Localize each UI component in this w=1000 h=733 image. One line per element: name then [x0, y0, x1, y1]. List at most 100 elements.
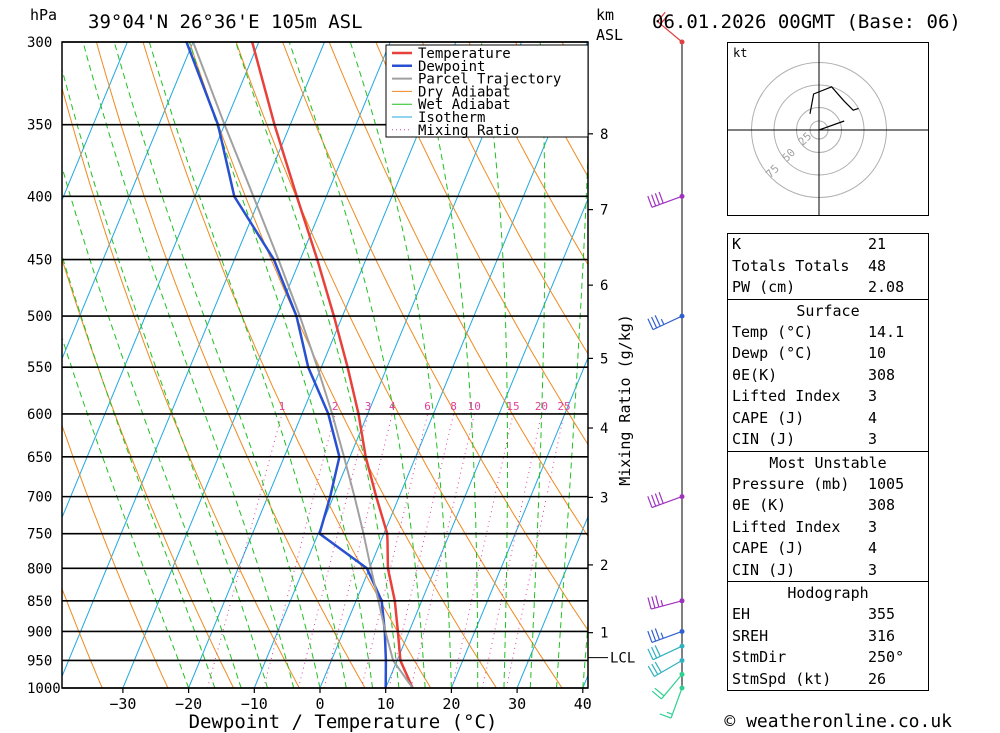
- x-tick-label: 40: [574, 695, 592, 713]
- isotherm-line: [122, 42, 391, 688]
- wet-adiabat-line: [480, 42, 508, 688]
- wet-adiabat-line: [62, 165, 242, 688]
- row-surface-dewp: Dewp (°C) 10: [728, 343, 928, 365]
- dry-adiabat-line: [282, 42, 588, 632]
- wind-barb: [657, 11, 685, 45]
- row-mu-li: Lifted Index 3: [728, 517, 928, 539]
- isotherm-line: [516, 515, 588, 688]
- value-mu-cin: 3: [868, 560, 878, 579]
- row-k: K 21: [728, 234, 928, 256]
- row-mu-cape: CAPE (J) 4: [728, 538, 928, 560]
- value-k: 21: [868, 235, 887, 253]
- wind-barb: [647, 595, 685, 610]
- footer-credit: © weatheronline.co.uk: [724, 711, 952, 732]
- x-tick-label: −30: [109, 695, 136, 713]
- pressure-tick-label: 800: [27, 561, 52, 577]
- isotherm-line: [385, 197, 588, 688]
- legend-label: Temperature: [418, 46, 511, 62]
- label-surface-temp: Temp (°C): [732, 322, 814, 341]
- row-totals: Totals Totals 48: [728, 256, 928, 278]
- surface-title: Surface: [728, 298, 928, 322]
- pressure-tick-label: 850: [27, 594, 52, 610]
- km-tick-label: 2: [600, 558, 608, 574]
- label-surface-cape: CAPE (J): [732, 408, 805, 427]
- legend-label: Dewpoint: [418, 59, 485, 75]
- mixing-ratio-label: 1: [279, 400, 286, 413]
- mixing-ratio-label: 6: [424, 400, 431, 413]
- x-tick-label: 0: [315, 695, 324, 713]
- isotherm-line: [450, 356, 588, 688]
- row-stmdir: StmDir 250°: [728, 647, 928, 669]
- value-stmdir: 250°: [868, 648, 905, 666]
- label-mu-thetae: θE (K): [732, 496, 787, 514]
- most-unstable-title: Most Unstable: [728, 450, 928, 474]
- km-tick-label: 7: [600, 203, 608, 219]
- mixing-ratio-label: 10: [468, 400, 481, 413]
- mixing-ratio-label: 4: [389, 400, 396, 413]
- legend-label: Mixing Ratio: [418, 123, 519, 139]
- value-surface-dewp: 10: [868, 344, 887, 362]
- wet-adiabat-line: [188, 42, 374, 688]
- wind-barb: [647, 191, 685, 208]
- temperature-line: [250, 42, 414, 688]
- mixing-ratio-line: [388, 413, 455, 688]
- label-mu-pressure: Pressure (mb): [732, 474, 850, 493]
- value-mu-thetae: 308: [868, 496, 896, 514]
- pressure-tick-label: 650: [27, 450, 52, 466]
- label-surface-li: Lifted Index: [732, 387, 841, 405]
- lcl-label: LCL: [610, 651, 635, 667]
- mixing-ratio-label: 20: [535, 400, 548, 413]
- value-mu-pressure: 1005: [868, 474, 905, 493]
- pressure-tick-label: 450: [27, 253, 52, 269]
- value-pw: 2.08: [868, 278, 905, 296]
- legend-label: Dry Adiabat: [418, 84, 511, 100]
- height-unit-asl: ASL: [596, 26, 623, 44]
- mixing-ratio-line: [410, 413, 475, 688]
- mixing-ratio-line: [481, 413, 542, 688]
- pressure-tick-label: 900: [27, 624, 52, 640]
- value-stmspd: 26: [868, 669, 887, 688]
- pressure-tick-label: 350: [27, 118, 52, 134]
- value-surface-temp: 14.1: [868, 322, 905, 341]
- mixing-ratio-label: 15: [506, 400, 519, 413]
- row-sreh: SREH 316: [728, 626, 928, 648]
- hodograph-ring-label: 50: [780, 146, 799, 165]
- isotherm-line: [62, 42, 128, 202]
- pressure-tick-label: 550: [27, 360, 52, 376]
- wind-barb: [647, 628, 685, 643]
- hodograph-unit: kt: [733, 46, 747, 60]
- pressure-tick-label: 1000: [27, 681, 61, 697]
- wet-adiabat-line: [148, 42, 347, 688]
- dry-adiabat-line: [235, 42, 563, 688]
- wind-barb: [647, 643, 685, 661]
- mixing-ratio-label: 3: [365, 400, 372, 413]
- row-surface-thetae: θE(K) 308: [728, 365, 928, 387]
- row-mu-thetae: θE (K) 308: [728, 495, 928, 517]
- mixing-ratio-line: [505, 413, 565, 688]
- wet-adiabat-line: [62, 336, 190, 688]
- hodograph-storm-motion: [818, 120, 845, 131]
- label-mu-cin: CIN (J): [732, 560, 796, 579]
- isotherm-line: [62, 42, 325, 678]
- row-surface-cin: CIN (J) 3: [728, 429, 928, 451]
- plot-frame: [61, 41, 589, 689]
- x-tick-label: 10: [377, 695, 395, 713]
- x-tick-label: −10: [241, 695, 268, 713]
- wet-adiabat-line: [288, 42, 426, 688]
- row-eh: EH 355: [728, 604, 928, 626]
- pressure-tick-label: 600: [27, 407, 52, 423]
- label-mu-cape: CAPE (J): [732, 539, 805, 557]
- label-sreh: SREH: [732, 626, 769, 645]
- dry-adiabat-line: [62, 423, 169, 688]
- pressure-tick-label: 700: [27, 490, 52, 506]
- x-tick-label: 30: [508, 695, 526, 713]
- dry-adiabat-line: [981, 42, 1000, 688]
- row-stmspd: StmSpd (kt) 26: [728, 669, 928, 691]
- isotherm-line: [319, 42, 588, 688]
- km-tick-label: 5: [600, 351, 608, 367]
- wind-barb: [659, 685, 685, 719]
- pressure-unit-label: hPa: [30, 6, 57, 24]
- hodograph-trace: [809, 86, 859, 114]
- value-totals: 48: [868, 256, 887, 275]
